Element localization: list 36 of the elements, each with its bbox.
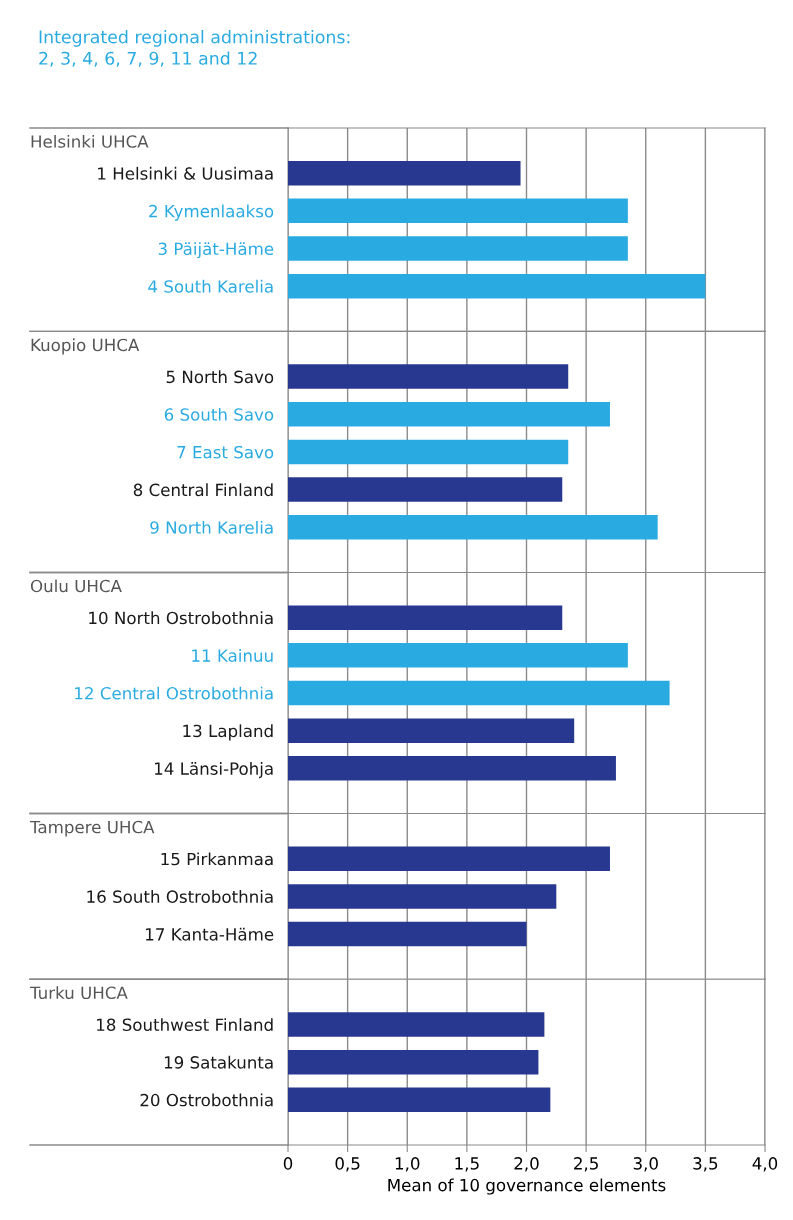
y-tick-label: 3 Päijät-Häme: [158, 242, 274, 259]
x-tick-label: 3,0: [633, 1157, 658, 1172]
y-tick-label: 5 North Savo: [166, 370, 274, 384]
y-tick-label: 4 South Karelia: [148, 279, 273, 293]
x-tick-label: 0,5: [335, 1157, 360, 1172]
y-tick-label: 16 South Ostrobothnia: [87, 890, 273, 903]
y-tick-label: 1 Helsinki & Uusimaa: [98, 166, 273, 180]
x-tick-label: 0: [283, 1157, 293, 1170]
x-tick-label: 1,5: [455, 1157, 479, 1172]
x-tick-label: 3,5: [693, 1157, 718, 1172]
y-tick-label: 17 Kanta-Häme: [146, 927, 274, 941]
y-tick-label: 20 Ostrobothnia: [140, 1093, 273, 1107]
x-tick-label: 4,0: [752, 1157, 778, 1172]
text: Helsinki UHCA: [31, 134, 149, 148]
x-tick-label: 1,0: [395, 1157, 420, 1172]
y-tick-label: 8 Central Finland: [133, 483, 273, 497]
x-axis-title: Mean of 10 governance elements: [388, 1178, 666, 1195]
y-tick-label: 11 Kainuu: [192, 649, 273, 662]
text: Kuopio UHCA: [31, 338, 140, 355]
y-tick-label: 9 North Karelia: [150, 520, 273, 534]
y-tick-label: 14 Länsi-Pohja: [155, 762, 273, 779]
y-tick-label: 2 Kymenlaakso: [149, 204, 274, 221]
text: Turku UHCA: [29, 986, 128, 1000]
text: Integrated regional administrations: 2, 3, 4, 6, 7, 9, 11 and 12: [39, 30, 350, 67]
text: Oulu UHCA: [30, 579, 122, 593]
y-tick-label: 13 Lapland: [183, 724, 273, 741]
x-tick-label: 2,0: [514, 1157, 539, 1172]
y-tick-label: 18 Southwest Finland: [97, 1018, 273, 1032]
y-tick-label: 15 Pirkanmaa: [161, 852, 273, 866]
text: Tampere UHCA: [29, 820, 155, 837]
x-tick-label: 2,5: [574, 1157, 598, 1172]
y-tick-label: 19 Satakunta: [164, 1055, 273, 1069]
y-tick-label: 6 South Savo: [164, 407, 274, 421]
y-tick-label: 10 North Ostrobothnia: [89, 611, 273, 625]
y-tick-label: 7 East Savo: [177, 445, 274, 459]
y-tick-label: 12 Central Ostrobothnia: [75, 686, 273, 700]
